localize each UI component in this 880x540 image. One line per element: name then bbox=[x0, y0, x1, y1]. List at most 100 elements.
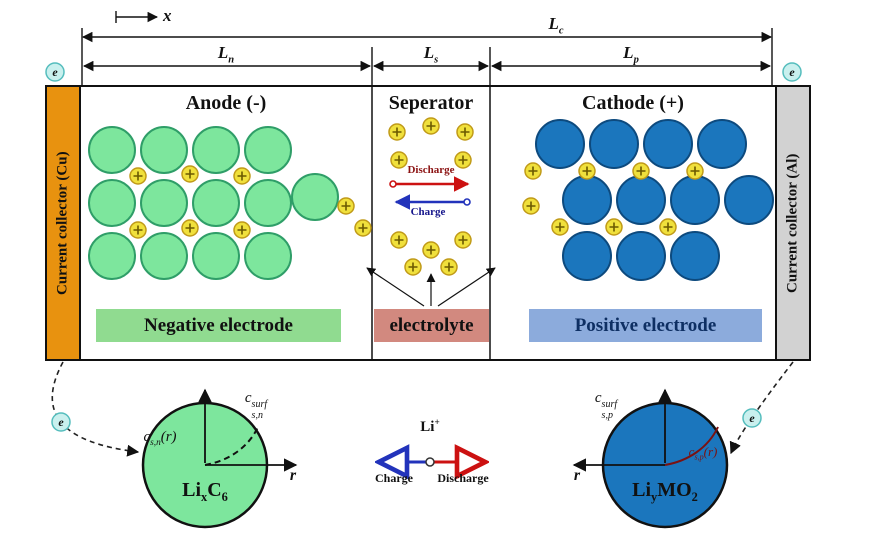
li-ion-symbol bbox=[404, 258, 422, 276]
li-ion-symbol bbox=[422, 241, 440, 259]
anode-formula: LixC6 bbox=[182, 479, 228, 505]
anode-formula-seg1: Li bbox=[182, 479, 202, 501]
anode-particle-detached bbox=[291, 173, 339, 221]
li-base: Li bbox=[420, 419, 435, 435]
li-ion-symbol bbox=[686, 162, 704, 180]
electron-path-right bbox=[729, 361, 794, 455]
li-ion-symbol bbox=[390, 151, 408, 169]
anode-particle bbox=[88, 232, 136, 280]
cathode-particle bbox=[616, 175, 666, 225]
li-ion-symbol bbox=[233, 167, 251, 185]
ln-dimension-label: Ln bbox=[218, 43, 234, 65]
bottom-charge-label: Charge bbox=[375, 471, 413, 485]
ls-sub: s bbox=[434, 54, 439, 66]
al-collector-label: Current collector (Al) bbox=[784, 153, 801, 293]
li-ion-symbol bbox=[181, 165, 199, 183]
cathode-conc-label: cs,p(r) bbox=[689, 444, 718, 462]
cathode-particle bbox=[562, 175, 612, 225]
li-ion-symbol bbox=[632, 162, 650, 180]
anode-particle bbox=[88, 179, 136, 227]
anode-concentration-curve bbox=[204, 426, 259, 466]
lc-dimension-label: Lc bbox=[548, 14, 563, 36]
cathode-particle bbox=[616, 231, 666, 281]
cathode-particle-detail bbox=[572, 388, 729, 529]
anode-particle bbox=[192, 126, 240, 174]
anode-formula-sub2: 6 bbox=[221, 490, 228, 504]
lp-base: L bbox=[623, 43, 634, 62]
li-ion-symbol bbox=[354, 219, 372, 237]
separator-charge-label: Charge bbox=[410, 206, 446, 218]
li-ion-transport-label: Li+ bbox=[420, 418, 440, 436]
li-ion-symbol bbox=[129, 221, 147, 239]
lc-base: L bbox=[548, 14, 559, 33]
cathode-title: Cathode (+) bbox=[582, 92, 684, 114]
electron-label: e bbox=[52, 65, 58, 79]
cathode-particle bbox=[670, 175, 720, 225]
ln-sub: n bbox=[228, 54, 235, 66]
ls-base: L bbox=[423, 43, 435, 62]
al-current-collector bbox=[775, 85, 811, 361]
anode-formula-sub1: x bbox=[201, 490, 208, 504]
li-ion-symbol bbox=[129, 167, 147, 185]
anode-particle bbox=[88, 126, 136, 174]
cathode-surf-base: c bbox=[594, 390, 602, 406]
anode-particle-detail bbox=[141, 388, 298, 529]
anode-formula-seg2: C bbox=[207, 479, 222, 501]
anode-r-axis-label: r bbox=[289, 467, 297, 484]
cathode-conc-arg: (r) bbox=[703, 444, 718, 459]
anode-particle bbox=[140, 179, 188, 227]
separator-discharge-label: Discharge bbox=[407, 164, 455, 176]
li-transport-arrows bbox=[380, 458, 484, 466]
anode-particle bbox=[192, 232, 240, 280]
lc-sub: c bbox=[558, 25, 564, 37]
anode-particle bbox=[140, 232, 188, 280]
cathode-conc-sub: s,p bbox=[694, 452, 704, 462]
separator-discharge-arrow bbox=[389, 176, 470, 192]
anode-particle bbox=[244, 179, 292, 227]
electrolyte-label: electrolyte bbox=[374, 309, 489, 342]
cathode-formula-seg2: MO bbox=[657, 479, 692, 501]
ln-base: L bbox=[217, 43, 229, 62]
cathode-surface-conc-label: c surf s,p bbox=[595, 390, 617, 421]
ls-dimension-label: Ls bbox=[424, 43, 439, 65]
bottom-discharge-label: Discharge bbox=[437, 471, 489, 485]
anode-particle bbox=[244, 126, 292, 174]
cathode-conc-base: c bbox=[688, 444, 695, 459]
anode-conc-label: cs,n(r) bbox=[143, 429, 176, 448]
li-ion-symbol bbox=[659, 218, 677, 236]
x-axis-label: x bbox=[163, 6, 172, 25]
cathode-r-axis-label: r bbox=[573, 467, 581, 484]
separator-title: Seperator bbox=[388, 92, 474, 114]
anode-particle bbox=[192, 179, 240, 227]
li-ion-symbol bbox=[605, 218, 623, 236]
anode-particle bbox=[140, 126, 188, 174]
cathode-particle bbox=[562, 231, 612, 281]
cu-collector-label: Current collector (Cu) bbox=[54, 151, 71, 295]
electron-symbols: e e e e bbox=[45, 62, 802, 432]
li-ion-symbol bbox=[337, 197, 355, 215]
separator-charge-arrow bbox=[394, 194, 471, 210]
anode-surface-conc-label: c surf s,n bbox=[245, 390, 267, 421]
cathode-formula-sub2: 2 bbox=[691, 490, 698, 504]
anode-particle bbox=[244, 232, 292, 280]
cu-current-collector bbox=[45, 85, 81, 361]
li-ion-symbol bbox=[524, 162, 542, 180]
li-ion-symbol bbox=[551, 218, 569, 236]
li-ion-symbol bbox=[388, 123, 406, 141]
positive-electrode-label: Positive electrode bbox=[529, 309, 762, 342]
li-origin-dot bbox=[425, 457, 435, 467]
anode-surf-sub: s,n bbox=[251, 409, 263, 421]
li-ion-symbol bbox=[422, 117, 440, 135]
negative-electrode-label: Negative electrode bbox=[96, 309, 341, 342]
li-ion-symbol bbox=[233, 221, 251, 239]
anode-title: Anode (-) bbox=[185, 92, 267, 114]
lp-sub: p bbox=[633, 54, 639, 66]
li-ion-symbol bbox=[578, 162, 596, 180]
lp-dimension-label: Lp bbox=[623, 43, 639, 65]
anode-conc-arg: (r) bbox=[160, 429, 177, 445]
cathode-surf-sub: s,p bbox=[601, 409, 613, 421]
anode-conc-base: c bbox=[143, 429, 151, 445]
electrolyte-pointer-arrows bbox=[366, 267, 496, 307]
cathode-particle bbox=[535, 119, 585, 169]
li-ion-symbol bbox=[454, 151, 472, 169]
